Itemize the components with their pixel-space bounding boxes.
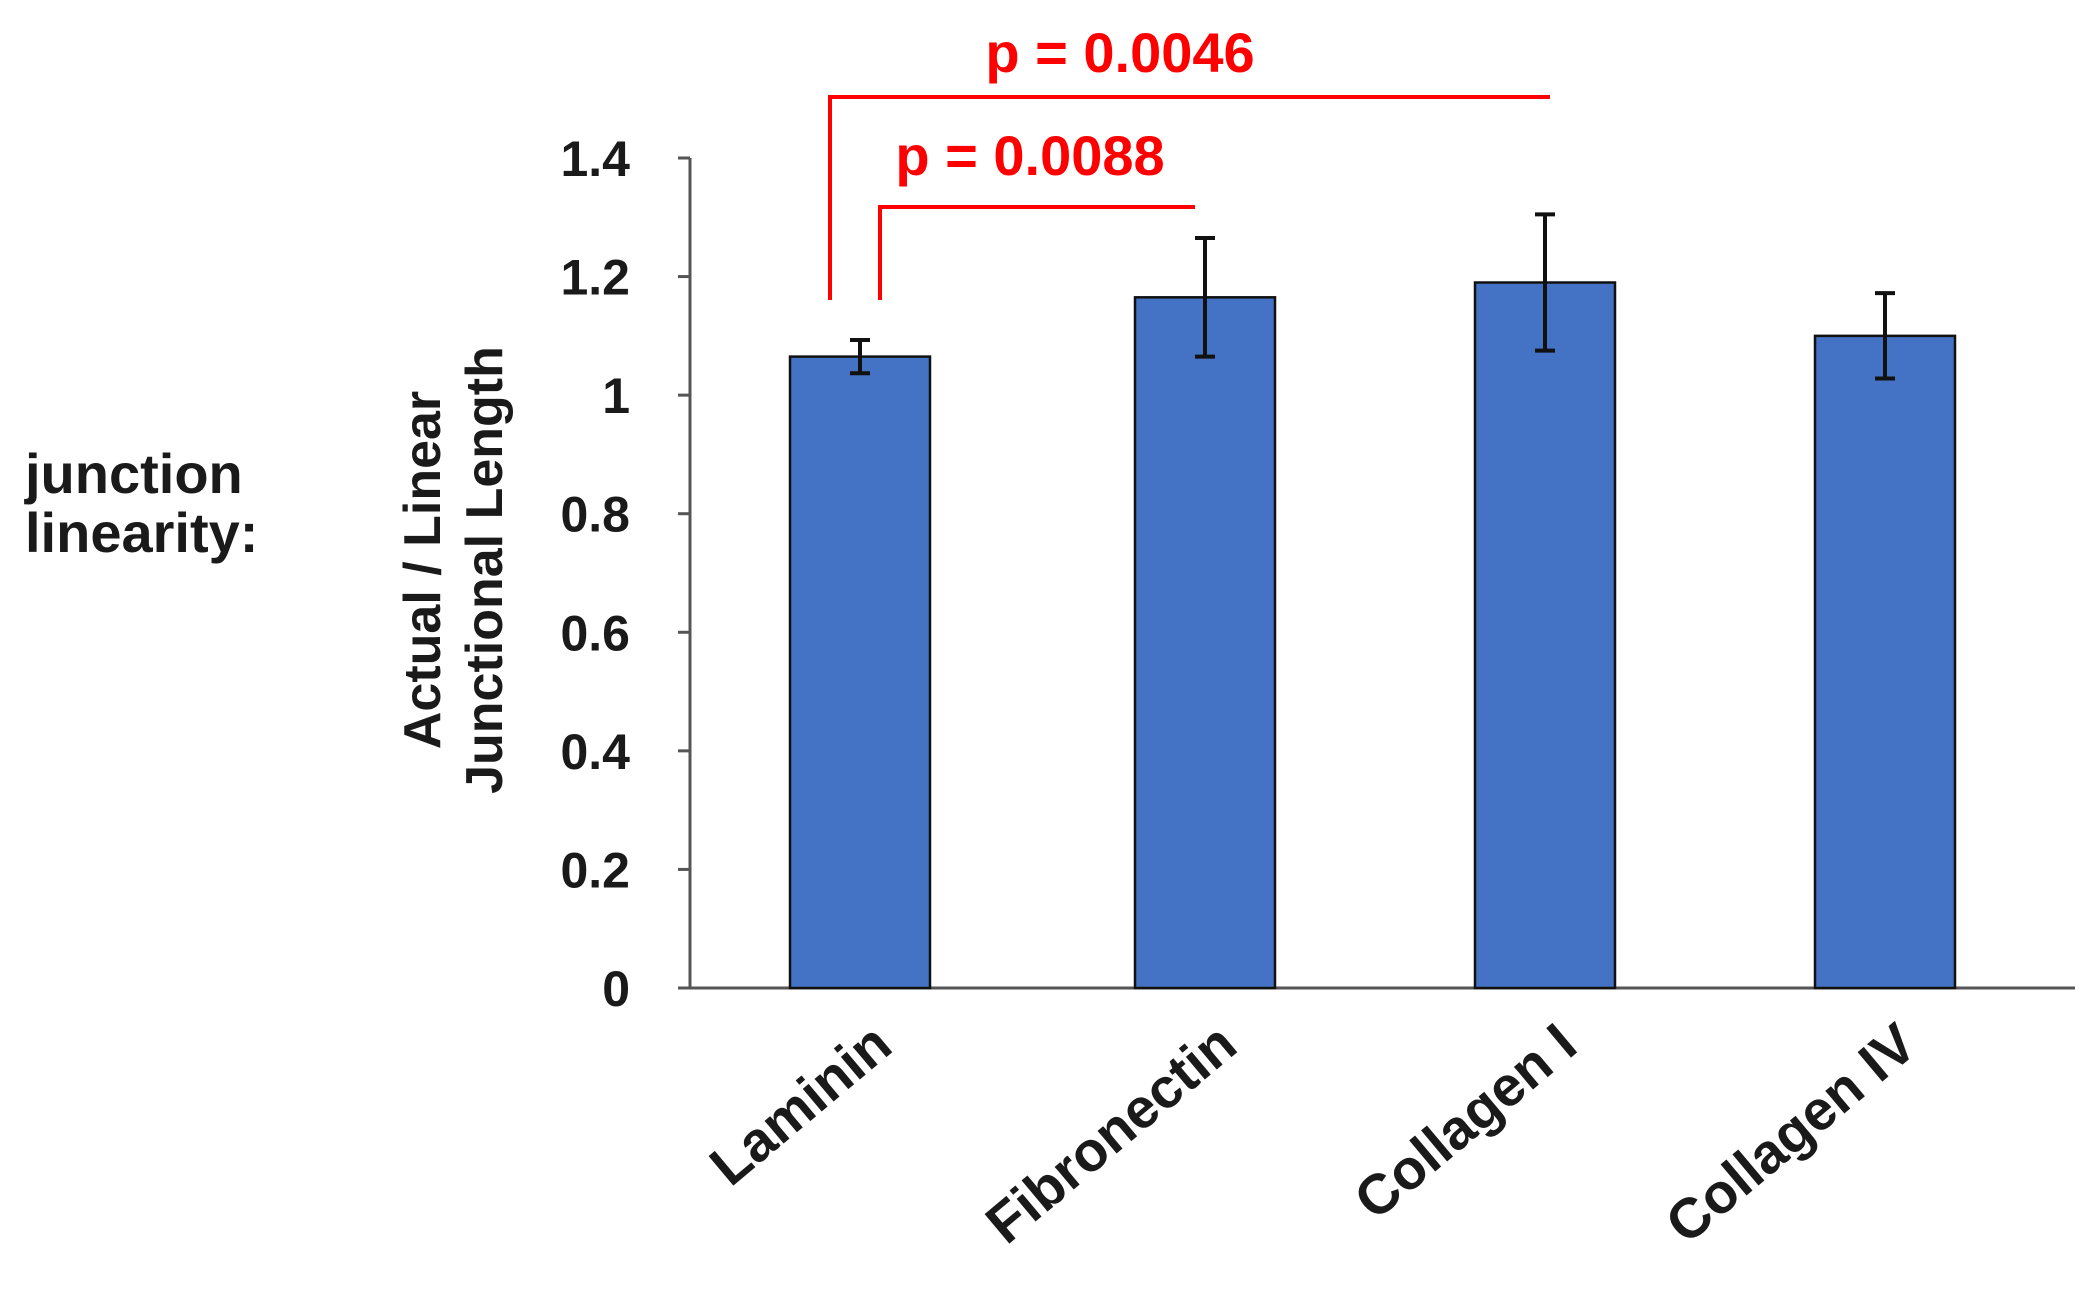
y-tick-label: 1.4 — [560, 131, 630, 187]
y-tick-label: 0.4 — [560, 724, 630, 780]
y-tick-label: 1.2 — [560, 250, 630, 306]
significance-bracket-1 — [878, 205, 1195, 300]
significance-bracket-2 — [828, 95, 1550, 300]
y-tick-label: 0.8 — [560, 487, 630, 543]
x-category-label: Collagen I — [1342, 1011, 1587, 1231]
y-tick-label: 0.6 — [560, 605, 630, 661]
p-value-label: p = 0.0046 — [985, 21, 1254, 84]
x-category-label: Collagen IV — [1654, 1011, 1928, 1255]
y-tick-label: 1 — [602, 368, 630, 424]
figure-side-label: junction linearity: — [25, 442, 259, 564]
bar-fibronectin — [1133, 296, 1277, 990]
bar-laminin — [788, 355, 932, 990]
side-label-line-2: linearity: — [25, 500, 259, 564]
p-value-label: p = 0.0088 — [895, 124, 1164, 187]
y-tick-label: 0.2 — [560, 842, 630, 898]
x-category-label: Fibronectin — [974, 1011, 1248, 1255]
x-category-label: Laminin — [698, 1011, 903, 1197]
bar-collagen-iv — [1813, 334, 1957, 990]
y-tick-label: 0 — [602, 961, 630, 1017]
side-label-line-1: junction — [25, 442, 243, 505]
bar-collagen-i — [1473, 281, 1617, 990]
y-axis-label-line-2: Junctional Length — [456, 346, 514, 794]
y-axis-label-line-1: Actual / Linear — [394, 391, 452, 749]
